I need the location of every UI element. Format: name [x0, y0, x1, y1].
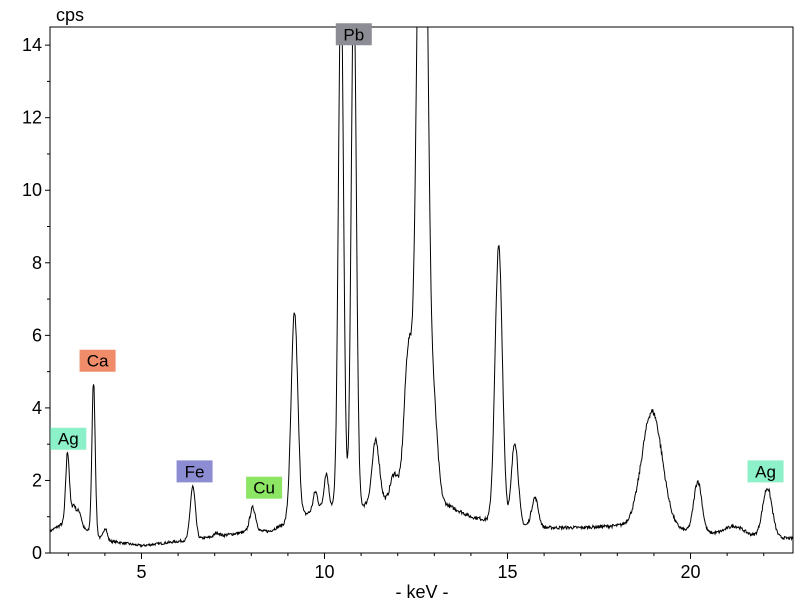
- peak-label-ag: Ag: [747, 460, 784, 483]
- x-axis-label: - keV -: [395, 582, 448, 602]
- plot-area: [49, 26, 794, 554]
- y-tick-label: 4: [32, 398, 42, 418]
- x-tick-label: 10: [314, 562, 334, 582]
- peak-label-text: Ca: [87, 352, 109, 371]
- x-tick-label: 15: [497, 562, 517, 582]
- y-tick-label: 0: [32, 543, 42, 563]
- y-tick-label: 2: [32, 470, 42, 490]
- plot-background: [50, 27, 793, 553]
- y-tick-label: 12: [22, 108, 42, 128]
- peak-label-box: [50, 427, 87, 450]
- peak-label-fe: Fe: [176, 460, 213, 483]
- plot-frame: [49, 26, 794, 554]
- peak-label-ca: Ca: [79, 349, 116, 372]
- peak-label-cu: Cu: [246, 476, 283, 499]
- peak-label-box: [335, 23, 372, 46]
- x-tick-label: 5: [136, 562, 146, 582]
- y-axis-label: cps: [56, 5, 84, 25]
- spectrum-line: [50, 27, 793, 548]
- y-tick-label: 6: [32, 325, 42, 345]
- peak-label-pb: Pb: [335, 23, 372, 46]
- peak-label-text: Ag: [58, 430, 79, 449]
- peak-labels: Pb Ca Ag Fe Cu Ag: [50, 23, 784, 499]
- peak-label-box: [79, 349, 116, 372]
- y-tick-label: 14: [22, 35, 42, 55]
- x-tick-label: 20: [681, 562, 701, 582]
- peak-label-box: [246, 476, 283, 499]
- peak-label-ag: Ag: [50, 427, 87, 450]
- y-tick-label: 10: [22, 180, 42, 200]
- peak-label-box: [747, 460, 784, 483]
- peak-label-text: Cu: [253, 479, 275, 498]
- peak-label-text: Ag: [755, 462, 776, 481]
- peak-label-text: Fe: [185, 462, 205, 481]
- axis-ticks: 0 2 4 6 8 10 12 14 5 10 15 20: [22, 35, 765, 582]
- peak-label-box: [176, 460, 213, 483]
- y-tick-label: 8: [32, 253, 42, 273]
- peak-label-text: Pb: [343, 25, 364, 44]
